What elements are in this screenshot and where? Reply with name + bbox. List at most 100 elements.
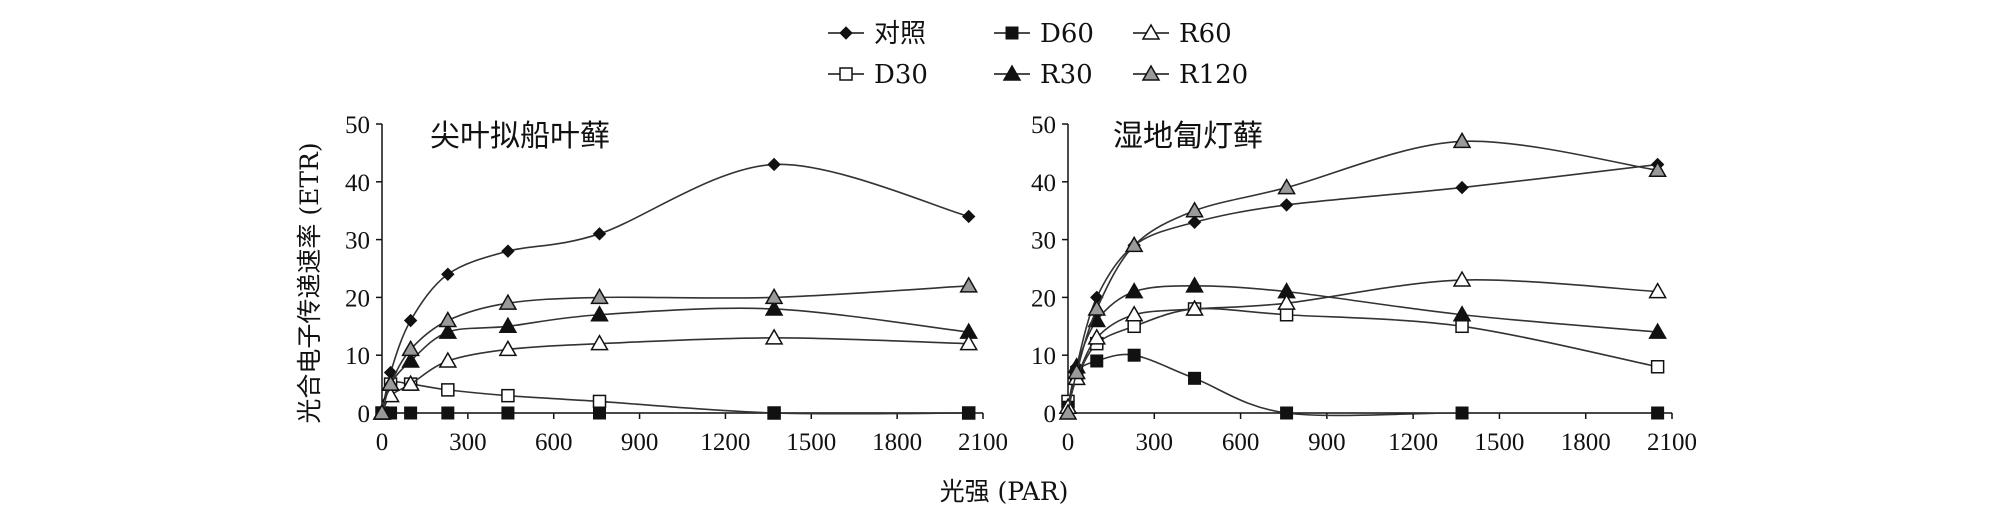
data-point xyxy=(501,388,515,403)
data-point xyxy=(1067,363,1086,380)
x-tick-label: 900 xyxy=(1308,429,1346,456)
data-point xyxy=(764,287,784,305)
panel-title: 湿地匐灯藓 xyxy=(1113,119,1263,154)
data-point xyxy=(441,267,455,281)
y-axis-title: 光合电子传递速率 (ETR) xyxy=(295,142,324,423)
data-point xyxy=(401,374,420,391)
data-point xyxy=(1124,235,1144,253)
legend-label: 对照 xyxy=(874,19,926,49)
legend-label: D60 xyxy=(1040,19,1094,49)
data-point xyxy=(1127,348,1141,362)
data-point xyxy=(1279,198,1294,212)
legend-label: R60 xyxy=(1179,19,1232,49)
data-point xyxy=(1452,270,1472,287)
panel-right: 0 10 20 30 40 50 0 300 600 900 1200 1500 1800 2100 湿地匐… xyxy=(1031,112,1697,456)
data-point xyxy=(1648,322,1667,339)
data-point xyxy=(767,406,781,420)
legend-marker xyxy=(839,26,853,40)
y-tick-label: 30 xyxy=(345,228,370,255)
legend-marker xyxy=(1141,23,1161,40)
panel-left: 0 10 20 30 40 50 0 300 600 900 1200 1500 1800 2100 尖叶拟… xyxy=(345,112,1008,456)
y-tick-label: 10 xyxy=(345,343,370,370)
series-r60 xyxy=(372,328,978,420)
series-control xyxy=(1061,157,1665,420)
data-point xyxy=(592,227,607,241)
data-point xyxy=(1124,305,1144,322)
data-point xyxy=(498,339,518,357)
series-line xyxy=(381,381,969,415)
data-point xyxy=(962,406,976,420)
series-r30 xyxy=(1058,276,1667,414)
data-point xyxy=(498,316,518,334)
x-tick-label: 1800 xyxy=(872,429,922,456)
series-d60 xyxy=(375,406,976,420)
data-point xyxy=(1455,406,1469,420)
legend-entry-control: 对照 xyxy=(828,19,926,49)
legend-marker xyxy=(1005,26,1019,40)
x-tick-label: 1200 xyxy=(700,429,750,456)
data-point xyxy=(1124,282,1144,299)
y-tick-label: 50 xyxy=(345,112,370,139)
x-tick-label: 900 xyxy=(621,429,659,456)
legend-entry-d60: D60 xyxy=(994,19,1094,49)
data-point xyxy=(403,313,418,328)
data-point xyxy=(961,209,976,224)
series-d30 xyxy=(1061,302,1665,409)
x-axis-title: 光强 (PAR) xyxy=(940,477,1069,506)
data-point xyxy=(1188,371,1202,385)
data-point xyxy=(381,374,400,391)
legend-entry-d30: D30 xyxy=(828,60,928,90)
data-point xyxy=(1058,403,1078,420)
series-line xyxy=(1067,140,1658,414)
series-r60 xyxy=(1058,270,1667,414)
data-point xyxy=(438,351,458,368)
data-point xyxy=(441,406,455,420)
data-point xyxy=(441,383,455,397)
series-line xyxy=(381,163,969,414)
y-tick-label: 40 xyxy=(345,170,370,197)
data-point xyxy=(501,406,515,420)
y-tick-label: 50 xyxy=(1031,112,1056,139)
y-tick-label: 30 xyxy=(1031,228,1056,255)
series-line xyxy=(1067,307,1658,402)
data-point xyxy=(1455,180,1469,195)
x-tick-label: 300 xyxy=(449,429,487,456)
data-point xyxy=(1279,307,1294,322)
data-point xyxy=(1455,319,1469,334)
series-r120 xyxy=(1058,131,1667,420)
data-point xyxy=(1185,299,1204,316)
data-point xyxy=(1280,406,1294,420)
data-point xyxy=(1090,354,1104,368)
data-point xyxy=(501,244,515,258)
data-point xyxy=(592,394,607,409)
legend: 对照 D60 R60 D30 R30 R120 xyxy=(828,19,1248,90)
data-point xyxy=(1277,178,1296,195)
data-point xyxy=(764,328,784,345)
legend-label: D30 xyxy=(874,60,928,90)
x-tick-label: 2100 xyxy=(1647,429,1697,456)
legend-marker xyxy=(1002,64,1022,81)
x-tick-label: 300 xyxy=(1136,429,1174,456)
data-point xyxy=(1127,319,1141,334)
series-line xyxy=(1067,353,1658,417)
panel-title: 尖叶拟船叶藓 xyxy=(430,119,610,154)
data-point xyxy=(1650,360,1665,374)
data-point xyxy=(404,406,418,420)
x-tick-label: 2100 xyxy=(958,429,1008,456)
data-point xyxy=(1648,282,1667,299)
y-tick-label: 0 xyxy=(358,401,371,428)
x-tick-label: 600 xyxy=(535,429,573,456)
y-tick-label: 20 xyxy=(1031,285,1056,312)
x-tick-label: 0 xyxy=(1062,429,1075,456)
legend-marker xyxy=(839,67,853,81)
data-point xyxy=(764,299,784,316)
x-tick-label: 600 xyxy=(1222,429,1260,456)
x-tick-label: 1200 xyxy=(1388,429,1438,456)
legend-label: R120 xyxy=(1179,60,1248,90)
series-line xyxy=(381,307,969,414)
x-tick-label: 1500 xyxy=(786,429,836,456)
series-line xyxy=(1067,163,1658,414)
series-line xyxy=(1067,279,1658,408)
legend-label: R30 xyxy=(1040,60,1093,90)
